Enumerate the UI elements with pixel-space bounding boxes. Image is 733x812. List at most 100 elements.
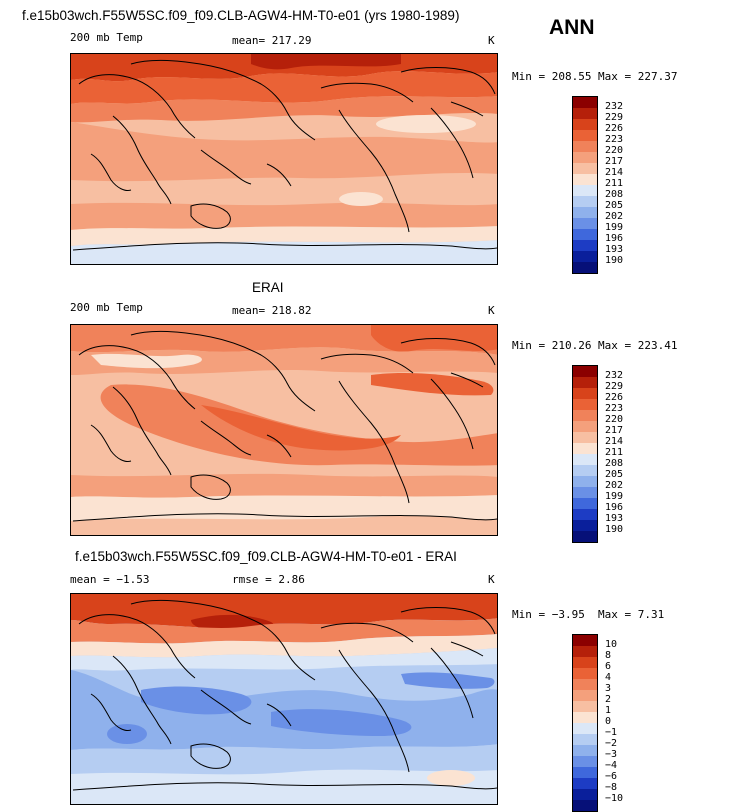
legend-tick: 223	[605, 403, 624, 414]
legend-swatch	[573, 185, 597, 196]
panel2-color-legend	[572, 365, 598, 543]
panel1-units-label: K	[488, 34, 495, 47]
legend-tick: 6	[605, 661, 612, 672]
legend-swatch	[573, 498, 597, 509]
legend-tick: 214	[605, 436, 624, 447]
legend-swatch	[573, 108, 597, 119]
legend-swatch	[573, 152, 597, 163]
legend-swatch	[573, 465, 597, 476]
legend-tick: 4	[605, 672, 612, 683]
legend-swatch	[573, 476, 597, 487]
legend-swatch	[573, 635, 597, 646]
legend-swatch	[573, 668, 597, 679]
legend-swatch	[573, 410, 597, 421]
panel3-title: f.e15b03wch.F55W5SC.f09_f09.CLB-AGW4-HM-…	[75, 549, 457, 564]
legend-tick: 232	[605, 370, 624, 381]
difference-map	[70, 593, 498, 805]
legend-tick: 214	[605, 167, 624, 178]
legend-swatch	[573, 196, 597, 207]
legend-tick: 229	[605, 381, 624, 392]
panel2-mean-label: mean= 218.82	[232, 304, 312, 317]
legend-tick: 8	[605, 650, 612, 661]
legend-tick: −10	[605, 793, 624, 804]
legend-tick: 193	[605, 513, 624, 524]
legend-swatch	[573, 399, 597, 410]
legend-tick: −3	[605, 749, 618, 760]
run-title: f.e15b03wch.F55W5SC.f09_f09.CLB-AGW4-HM-…	[22, 8, 460, 23]
panel3-units-label: K	[488, 573, 495, 586]
legend-tick: 217	[605, 156, 624, 167]
legend-swatch	[573, 723, 597, 734]
legend-tick: 202	[605, 211, 624, 222]
legend-swatch	[573, 229, 597, 240]
legend-swatch	[573, 690, 597, 701]
legend-swatch	[573, 454, 597, 465]
legend-swatch	[573, 251, 597, 262]
legend-swatch	[573, 657, 597, 668]
model-temperature-map	[70, 53, 498, 265]
legend-swatch	[573, 141, 597, 152]
panel1-color-legend	[572, 96, 598, 274]
legend-swatch	[573, 800, 597, 811]
legend-swatch	[573, 262, 597, 273]
legend-swatch	[573, 646, 597, 657]
panel1-max-label: Max = 227.37	[598, 70, 678, 83]
legend-swatch	[573, 377, 597, 388]
legend-swatch	[573, 756, 597, 767]
legend-tick: 2	[605, 694, 612, 705]
legend-tick: −2	[605, 738, 618, 749]
legend-swatch	[573, 767, 597, 778]
legend-tick: 3	[605, 683, 612, 694]
legend-tick: 202	[605, 480, 624, 491]
legend-tick: 220	[605, 414, 624, 425]
legend-swatch	[573, 174, 597, 185]
panel2-title: ERAI	[252, 280, 284, 295]
legend-swatch	[573, 789, 597, 800]
panel1-mean-label: mean= 217.29	[232, 34, 312, 47]
season-label: ANN	[549, 16, 595, 39]
legend-swatch	[573, 531, 597, 542]
panel3-rmse-label: rmse = 2.86	[232, 573, 305, 586]
legend-tick: −1	[605, 727, 618, 738]
legend-swatch	[573, 366, 597, 377]
legend-swatch	[573, 421, 597, 432]
legend-swatch	[573, 432, 597, 443]
legend-swatch	[573, 443, 597, 454]
panel3-min-label: Min = −3.95	[512, 608, 585, 621]
legend-swatch	[573, 701, 597, 712]
legend-tick: 205	[605, 469, 624, 480]
legend-swatch	[573, 745, 597, 756]
legend-tick: 10	[605, 639, 618, 650]
legend-tick: −8	[605, 782, 618, 793]
legend-tick: 199	[605, 222, 624, 233]
legend-tick: 223	[605, 134, 624, 145]
legend-swatch	[573, 97, 597, 108]
legend-tick: 196	[605, 233, 624, 244]
legend-swatch	[573, 207, 597, 218]
legend-swatch	[573, 487, 597, 498]
legend-tick: 220	[605, 145, 624, 156]
legend-swatch	[573, 509, 597, 520]
legend-swatch	[573, 388, 597, 399]
legend-tick: 193	[605, 244, 624, 255]
legend-swatch	[573, 130, 597, 141]
panel2-min-label: Min = 210.26	[512, 339, 592, 352]
panel1-variable-label: 200 mb Temp	[70, 31, 143, 44]
erai-temperature-map	[70, 324, 498, 536]
legend-swatch	[573, 119, 597, 130]
legend-tick: 190	[605, 524, 624, 535]
legend-swatch	[573, 218, 597, 229]
legend-tick: 199	[605, 491, 624, 502]
legend-tick: 217	[605, 425, 624, 436]
legend-tick: 1	[605, 705, 612, 716]
panel3-color-legend	[572, 634, 598, 812]
legend-tick: 226	[605, 392, 624, 403]
panel3-max-label: Max = 7.31	[598, 608, 665, 621]
panel2-units-label: K	[488, 304, 495, 317]
legend-tick: 211	[605, 178, 624, 189]
legend-tick: 208	[605, 458, 624, 469]
legend-tick: 211	[605, 447, 624, 458]
legend-tick: 196	[605, 502, 624, 513]
legend-tick: 208	[605, 189, 624, 200]
legend-tick: 229	[605, 112, 624, 123]
